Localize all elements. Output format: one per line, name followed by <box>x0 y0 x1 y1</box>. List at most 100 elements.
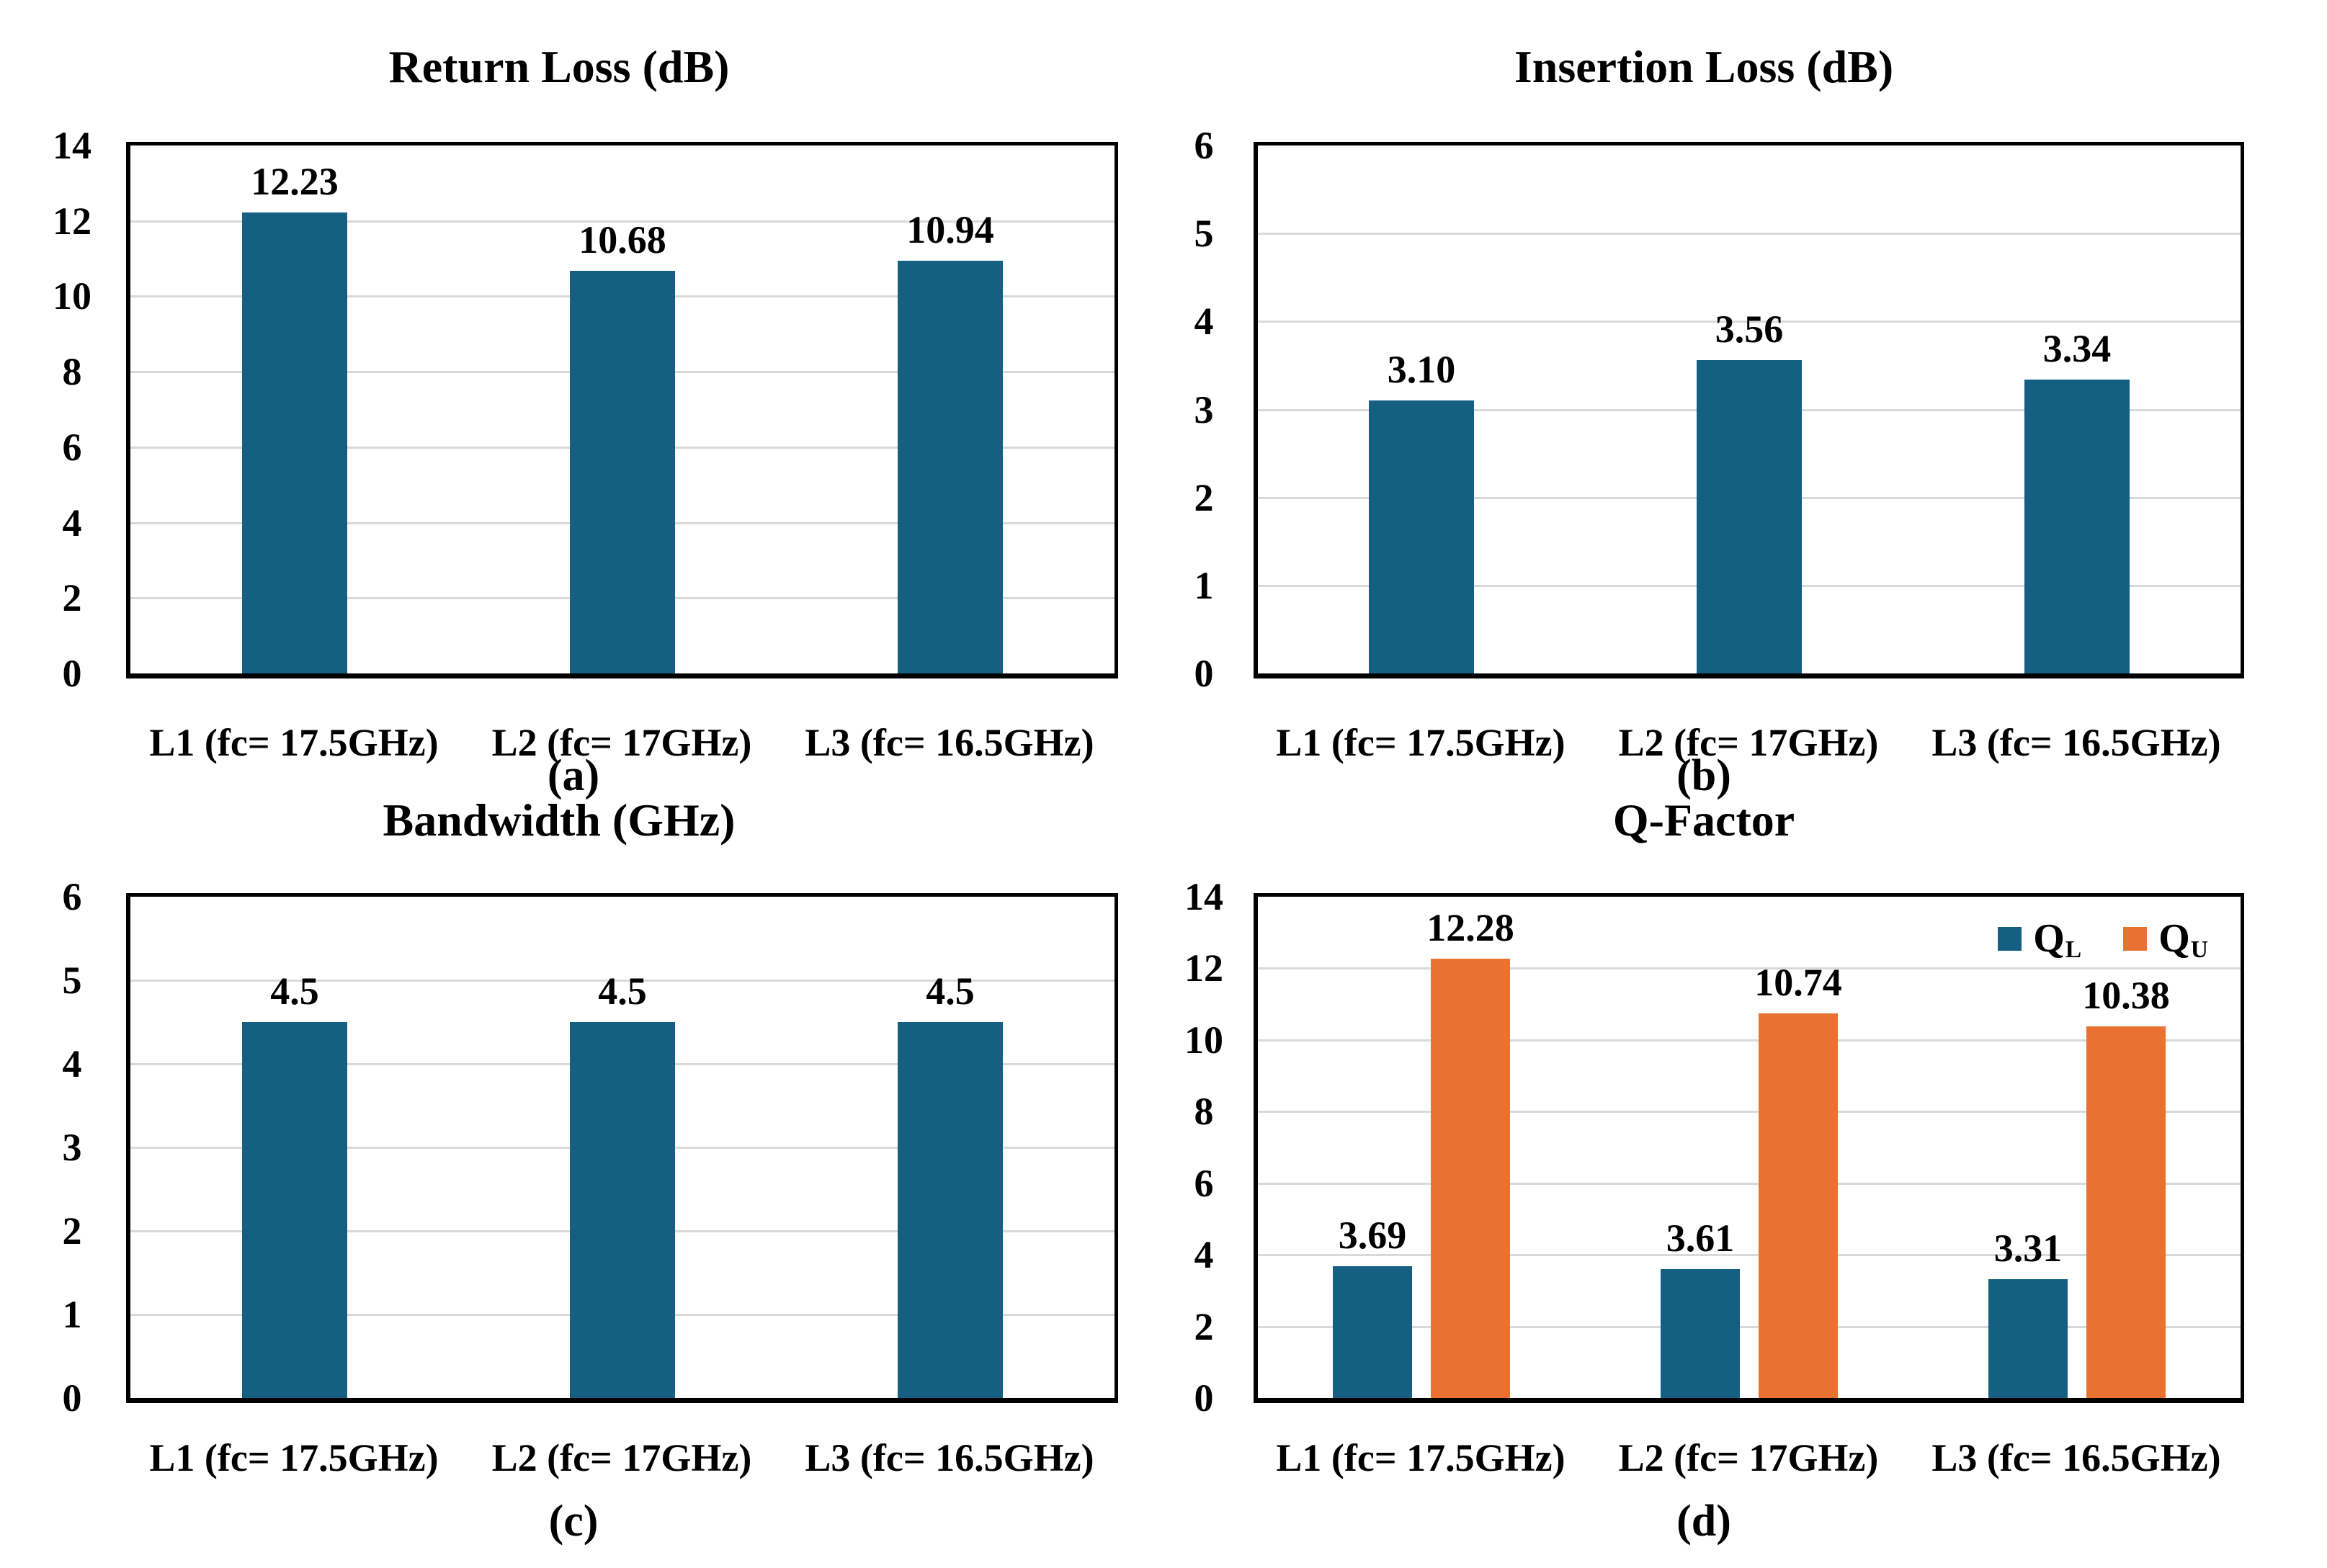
gridline <box>130 980 1115 982</box>
x-category-label: L2 (fc= 17GHz) <box>491 1436 752 1479</box>
legend-entry: QU <box>2123 916 2208 962</box>
y-tick-label: 0 <box>62 1376 82 1420</box>
x-category-label: L1 (fc= 17.5GHz) <box>149 721 439 764</box>
bar-value-label: 3.10 <box>1387 348 1456 391</box>
y-tick-label: 2 <box>62 1209 82 1253</box>
bar <box>2086 1026 2166 1398</box>
y-tick-label: 6 <box>1194 124 1214 167</box>
legend-label-base: Q <box>2033 916 2065 961</box>
plot-area: 3.10 3.56 3.34 <box>1254 142 2244 678</box>
x-category-label: L1 (fc= 17.5GHz) <box>149 1436 439 1479</box>
chart-title: Q-Factor <box>1612 794 1795 846</box>
bar-value-label: 10.74 <box>1754 961 1842 1004</box>
chart-panel-c: Bandwidth (GHz) 4.5 4.5 4.5 0 1 2 3 4 5 6 L1 (fc= 1… <box>0 785 1164 1568</box>
bar <box>242 1022 347 1398</box>
y-tick-label: 1 <box>1194 564 1214 607</box>
chart-title: Return Loss (dB) <box>388 41 730 92</box>
bar <box>1369 400 1474 673</box>
y-tick-label: 14 <box>53 124 91 167</box>
chart-panel-b: Insertion Loss (dB) 3.10 3.56 3.34 0 1 2 3 4 5 6 L1… <box>1164 0 2327 800</box>
gridline <box>1258 967 2241 970</box>
chart-title: Insertion Loss (dB) <box>1514 41 1894 92</box>
x-category-label: L2 (fc= 17GHz) <box>491 721 752 764</box>
legend: QL QU <box>1998 916 2208 962</box>
y-tick-label: 5 <box>62 959 82 1002</box>
bar-value-label: 4.5 <box>926 969 975 1013</box>
gridline <box>130 220 1115 223</box>
chart-panel-d: Q-Factor 3.69 12.28 3.61 10.74 3.31 10.38 QL QU 0… <box>1164 785 2327 1568</box>
bar <box>1333 1266 1412 1398</box>
y-tick-label: 8 <box>1194 1090 1214 1133</box>
y-tick-label: 2 <box>1194 476 1214 519</box>
y-tick-label: 6 <box>1194 1162 1214 1205</box>
bar-value-label: 3.56 <box>1715 308 1784 351</box>
bar-value-label: 12.28 <box>1426 906 1514 949</box>
bar <box>1431 959 1510 1398</box>
gridline <box>1258 1111 2241 1114</box>
bar-value-label: 3.61 <box>1666 1217 1735 1260</box>
legend-label-subscript: U <box>2190 936 2208 964</box>
x-category-label: L3 (fc= 16.5GHz) <box>805 721 1094 764</box>
gridline <box>1258 321 2241 323</box>
y-tick-label: 6 <box>62 426 82 469</box>
legend-swatch-icon <box>1998 926 2022 951</box>
bar-value-label: 12.23 <box>251 160 339 203</box>
bar-value-label: 10.68 <box>579 218 666 261</box>
chart-title: Bandwidth (GHz) <box>383 794 736 846</box>
y-tick-label: 3 <box>62 1126 82 1169</box>
y-tick-label: 0 <box>1194 652 1214 695</box>
legend-label-base: Q <box>2158 916 2190 961</box>
chart-panel-a: Return Loss (dB) 12.23 10.68 10.94 0 2 4 6 8 10 12… <box>0 0 1164 800</box>
bar <box>570 1022 675 1398</box>
bar-value-label: 4.5 <box>598 969 647 1013</box>
bar-value-label: 4.5 <box>270 969 319 1013</box>
y-tick-label: 2 <box>1194 1305 1214 1348</box>
y-tick-label: 0 <box>1194 1376 1214 1420</box>
legend-swatch-icon <box>2123 926 2148 951</box>
y-tick-label: 4 <box>1194 300 1214 343</box>
panel-letter: (d) <box>1676 1497 1731 1546</box>
x-category-label: L1 (fc= 17.5GHz) <box>1276 721 1566 764</box>
bar <box>570 271 675 673</box>
bar-value-label: 10.94 <box>906 208 994 251</box>
y-tick-label: 8 <box>62 350 82 393</box>
plot-area: 3.69 12.28 3.61 10.74 3.31 10.38 QL QU <box>1254 893 2244 1403</box>
y-tick-label: 4 <box>62 1042 82 1085</box>
y-tick-label: 12 <box>1184 946 1223 990</box>
bar <box>1759 1013 1838 1398</box>
gridline <box>1258 1039 2241 1041</box>
y-tick-label: 6 <box>62 875 82 918</box>
bar <box>2024 380 2130 673</box>
gridline <box>1258 1325 2241 1328</box>
plot-area: 12.23 10.68 10.94 <box>126 142 1118 678</box>
x-category-label: L3 (fc= 16.5GHz) <box>1931 1436 2221 1479</box>
bar-value-label: 3.69 <box>1338 1214 1407 1257</box>
legend-entry: QL <box>1998 916 2081 962</box>
gridline <box>1258 1254 2241 1257</box>
bar <box>898 261 1003 673</box>
y-tick-label: 4 <box>1194 1233 1214 1276</box>
x-category-label: L2 (fc= 17GHz) <box>1618 1436 1879 1479</box>
x-category-label: L3 (fc= 16.5GHz) <box>1931 721 2221 764</box>
bar <box>898 1022 1003 1398</box>
y-tick-label: 10 <box>53 274 91 318</box>
y-tick-label: 10 <box>1184 1018 1223 1062</box>
bar <box>1697 360 1802 673</box>
x-category-label: L1 (fc= 17.5GHz) <box>1276 1436 1566 1479</box>
panel-letter: (b) <box>1676 751 1731 800</box>
y-tick-label: 3 <box>1194 388 1214 431</box>
y-tick-label: 14 <box>1184 875 1223 918</box>
y-tick-label: 12 <box>53 200 91 243</box>
y-tick-label: 1 <box>62 1293 82 1336</box>
x-category-label: L3 (fc= 16.5GHz) <box>805 1436 1094 1479</box>
bar <box>242 212 347 673</box>
gridline <box>1258 233 2241 236</box>
y-tick-label: 5 <box>1194 212 1214 255</box>
bar <box>1988 1279 2068 1398</box>
bar-value-label: 3.31 <box>1993 1227 2063 1270</box>
bar-value-label: 10.38 <box>2082 974 2170 1017</box>
y-tick-label: 2 <box>62 576 82 619</box>
bar-value-label: 3.34 <box>2042 327 2112 370</box>
gridline <box>1258 1182 2241 1185</box>
